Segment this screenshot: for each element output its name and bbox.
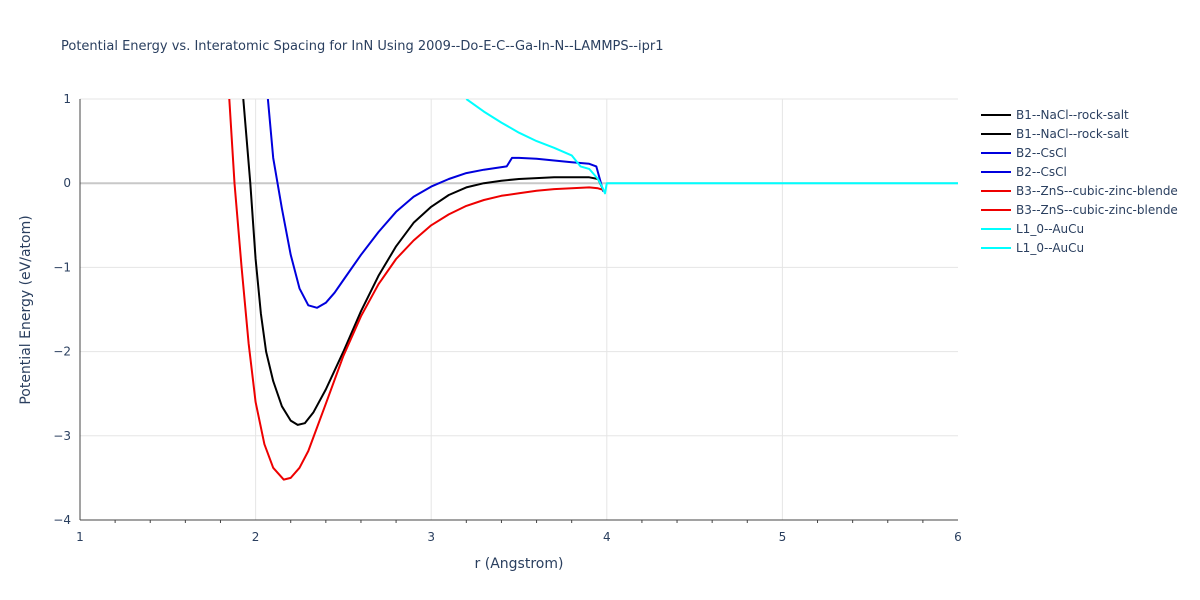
legend-label: L1_0--AuCu bbox=[1016, 241, 1084, 255]
chart-title: Potential Energy vs. Interatomic Spacing… bbox=[61, 39, 663, 54]
series-line bbox=[266, 99, 605, 309]
x-tick-label: 4 bbox=[603, 530, 611, 544]
legend-label: B1--NaCl--rock-salt bbox=[1016, 127, 1129, 141]
plot-area: 1 2 3 4 5 6 −4 −3 −2 −1 0 1 bbox=[53, 92, 962, 544]
y-axis-label: Potential Energy (eV/atom) bbox=[18, 215, 34, 404]
y-tick-label: −3 bbox=[53, 429, 71, 443]
y-tick-label: −2 bbox=[53, 345, 71, 359]
y-tick-label: 0 bbox=[63, 176, 71, 190]
legend-label: B1--NaCl--rock-salt bbox=[1016, 108, 1129, 122]
x-tick-label: 6 bbox=[954, 530, 962, 544]
series-line bbox=[228, 99, 604, 481]
x-tick-label: 5 bbox=[779, 530, 787, 544]
x-axis-label: r (Angstrom) bbox=[475, 556, 564, 572]
y-tick-label: −4 bbox=[53, 513, 71, 527]
legend-label: B2--CsCl bbox=[1016, 146, 1067, 160]
legend-label: B3--ZnS--cubic-zinc-blende bbox=[1016, 203, 1178, 217]
y-tick-label: 1 bbox=[63, 92, 71, 106]
legend-label: B2--CsCl bbox=[1016, 165, 1067, 179]
series-line bbox=[242, 99, 605, 426]
legend: B1--NaCl--rock-salt B1--NaCl--rock-salt B2… bbox=[981, 108, 1178, 255]
series-group bbox=[228, 99, 958, 481]
x-tick-label: 2 bbox=[252, 530, 260, 544]
x-tick-label: 1 bbox=[76, 530, 84, 544]
legend-label: L1_0--AuCu bbox=[1016, 222, 1084, 236]
x-tick-label: 3 bbox=[427, 530, 435, 544]
legend-label: B3--ZnS--cubic-zinc-blende bbox=[1016, 184, 1178, 198]
series-line bbox=[465, 99, 958, 195]
y-tick-label: −1 bbox=[53, 260, 71, 274]
